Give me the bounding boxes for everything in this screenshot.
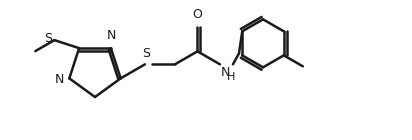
Text: S: S [142, 47, 150, 60]
Text: O: O [192, 8, 202, 21]
Text: N: N [55, 73, 64, 86]
Text: H: H [227, 72, 235, 82]
Text: N: N [221, 66, 230, 79]
Text: S: S [44, 32, 52, 45]
Text: N: N [107, 29, 117, 42]
